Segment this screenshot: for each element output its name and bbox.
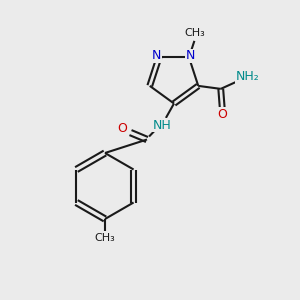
Text: NH₂: NH₂ bbox=[235, 70, 259, 83]
Text: N: N bbox=[152, 50, 162, 62]
Text: CH₃: CH₃ bbox=[94, 232, 116, 243]
Text: NH: NH bbox=[153, 118, 171, 132]
Text: CH₃: CH₃ bbox=[184, 28, 205, 38]
Text: O: O bbox=[117, 122, 127, 135]
Text: O: O bbox=[217, 108, 227, 121]
Text: N: N bbox=[186, 50, 195, 62]
